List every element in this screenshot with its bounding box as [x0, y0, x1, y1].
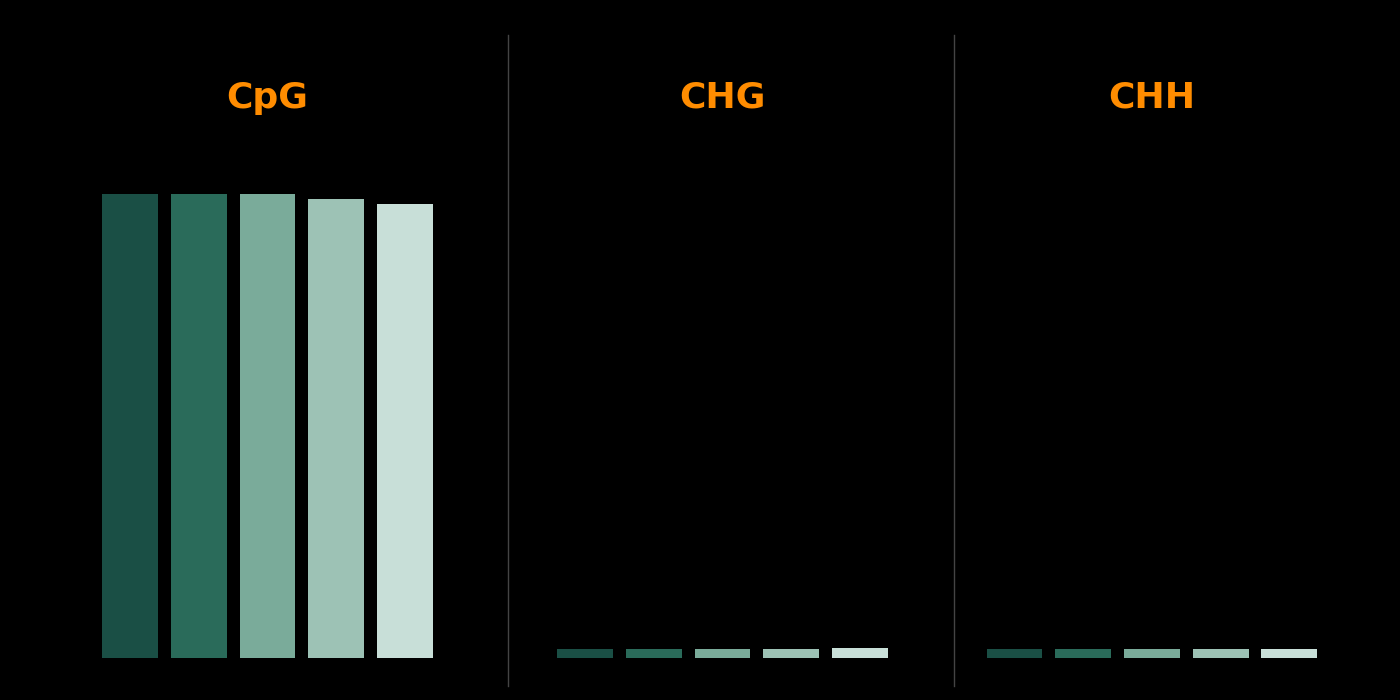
Bar	[1193, 650, 1249, 658]
Bar	[626, 649, 682, 658]
Bar	[102, 195, 158, 658]
Bar	[1056, 650, 1112, 658]
Bar	[557, 649, 613, 658]
Bar	[763, 649, 819, 658]
Bar	[1124, 650, 1180, 658]
Bar	[377, 204, 433, 658]
Bar	[171, 195, 227, 658]
Text: CHH: CHH	[1109, 81, 1196, 115]
Text: CHG: CHG	[679, 81, 766, 115]
Bar	[987, 650, 1043, 658]
Bar	[239, 195, 295, 658]
Bar	[308, 199, 364, 658]
Text: CpG: CpG	[227, 81, 308, 115]
Bar	[832, 648, 888, 658]
Bar	[1261, 650, 1317, 658]
Bar	[694, 649, 750, 658]
